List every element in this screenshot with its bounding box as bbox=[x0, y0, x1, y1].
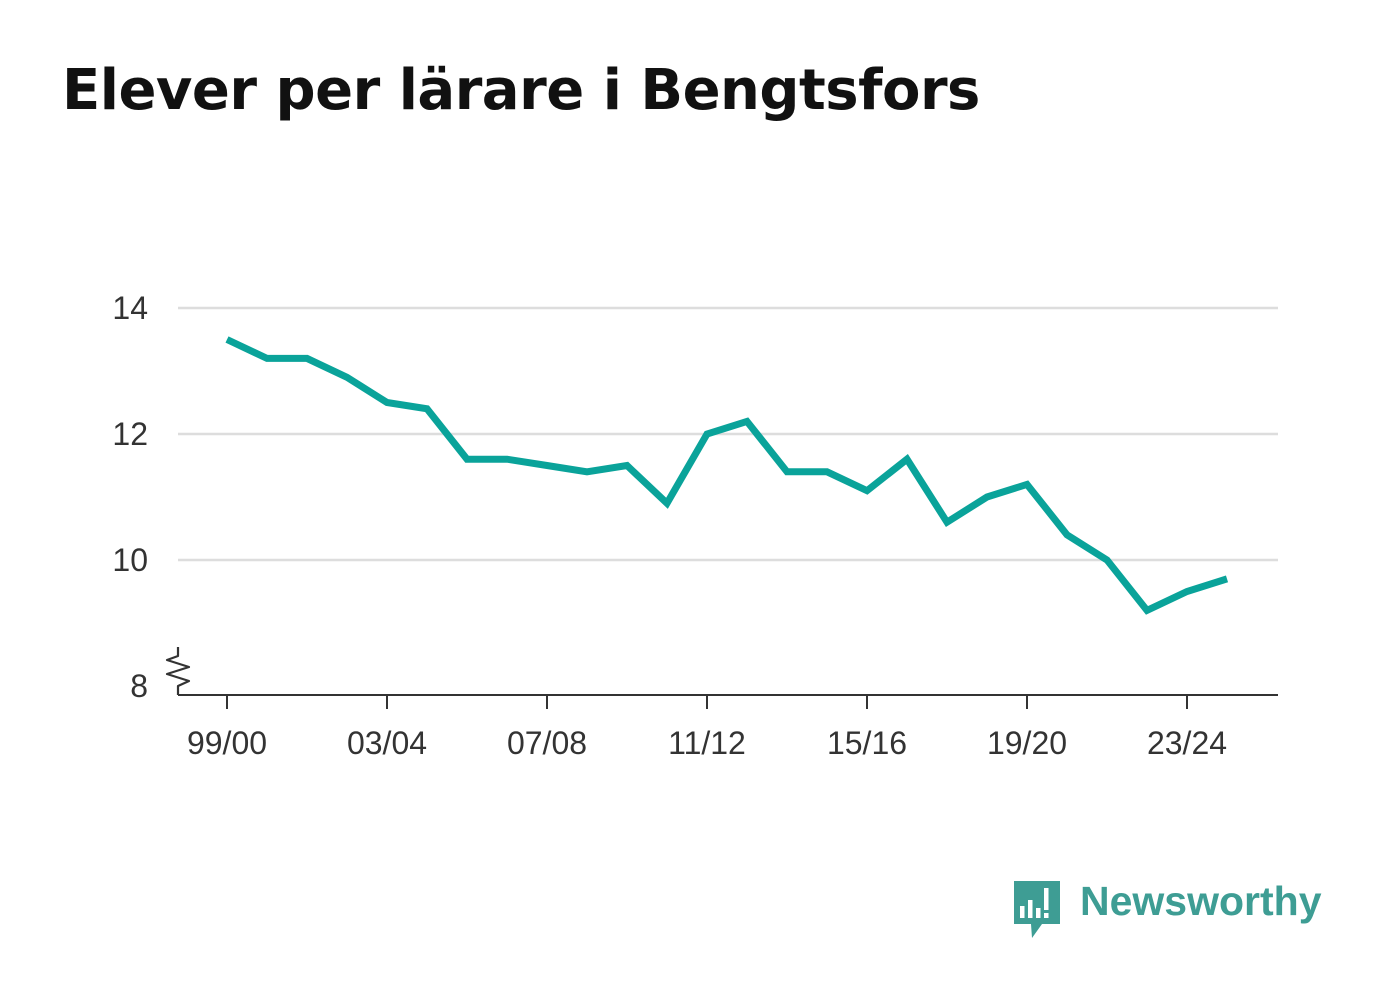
x-tick-label-11-12: 11/12 bbox=[668, 725, 746, 761]
chart-title: Elever per lärare i Bengtsfors bbox=[62, 58, 980, 123]
y-tick-label-10: 10 bbox=[112, 542, 148, 578]
x-tick-label-15-16: 15/16 bbox=[827, 725, 907, 761]
series-layer bbox=[225, 336, 1229, 615]
y-tick-label-8: 8 bbox=[130, 668, 148, 704]
y-axis-ticks: 8 10 12 14 bbox=[112, 290, 148, 704]
y-axis-break-symbol bbox=[165, 647, 191, 695]
x-axis-ticks: 99/00 03/04 07/08 11/12 15/16 19/20 23/24 bbox=[187, 695, 1227, 761]
x-tick-label-19-20: 19/20 bbox=[987, 725, 1067, 761]
y-tick-label-12: 12 bbox=[112, 416, 148, 452]
series-line-0 bbox=[225, 336, 1229, 615]
brand-name: Newsworthy bbox=[1080, 878, 1322, 924]
newsworthy-logo-icon bbox=[1014, 881, 1060, 938]
x-tick-label-03-04: 03/04 bbox=[347, 725, 427, 761]
gridlines bbox=[178, 306, 1278, 562]
y-tick-label-14: 14 bbox=[112, 290, 148, 326]
x-tick-label-99-00: 99/00 bbox=[187, 725, 267, 761]
x-tick-label-23-24: 23/24 bbox=[1147, 725, 1227, 761]
x-tick-label-07-08: 07/08 bbox=[507, 725, 587, 761]
